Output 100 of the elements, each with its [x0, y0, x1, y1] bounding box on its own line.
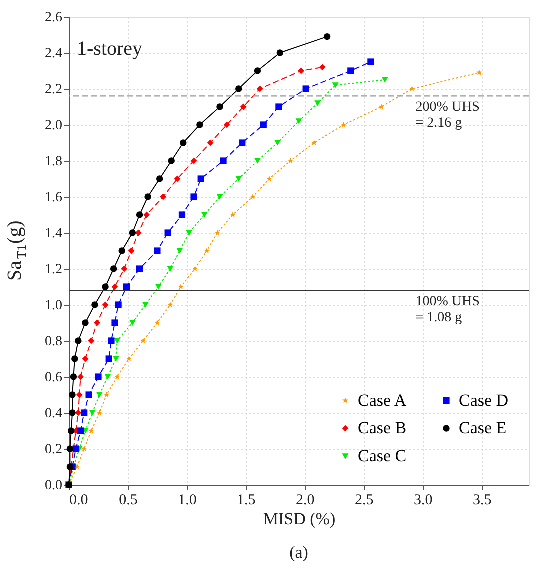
legend-label: Case A: [358, 390, 408, 410]
point: [96, 392, 103, 398]
point: [144, 194, 152, 200]
y-tick-label: 1.4: [45, 226, 62, 242]
point: [190, 194, 198, 200]
x-tick-label: 1.5: [237, 492, 256, 508]
point: [89, 410, 96, 416]
y-tick-label: 1.6: [45, 190, 62, 206]
point: [368, 58, 374, 66]
point: [311, 140, 318, 146]
point: [96, 410, 103, 416]
point: [114, 374, 120, 380]
ref-line-label: 200% UHS = 2.16 g: [416, 100, 480, 132]
point: [254, 158, 261, 164]
y-tick-label: 0.0: [45, 478, 62, 494]
point: [110, 266, 118, 272]
point: [144, 212, 150, 218]
point: [88, 338, 95, 344]
point: [276, 104, 282, 110]
point: [178, 212, 186, 218]
point: [254, 68, 262, 74]
legend-label: Case E: [459, 418, 507, 438]
point: [156, 176, 164, 182]
point: [126, 356, 132, 362]
point: [108, 338, 115, 344]
point: [216, 194, 224, 200]
point: [378, 104, 385, 110]
point: [239, 140, 246, 146]
point: [167, 266, 174, 272]
point: [288, 158, 294, 164]
point: [70, 374, 78, 380]
point: [68, 428, 75, 434]
legend-label: Case D: [459, 390, 509, 410]
point: [82, 320, 89, 326]
point: [69, 392, 76, 398]
point: [207, 140, 214, 146]
point: [88, 428, 94, 434]
point: [319, 64, 326, 71]
point: [298, 68, 305, 74]
point: [186, 230, 193, 236]
point: [176, 248, 184, 254]
point: [142, 302, 149, 308]
x-tick-label: 1.0: [178, 492, 197, 508]
point: [340, 122, 347, 128]
point: [160, 194, 167, 200]
point: [121, 266, 128, 272]
x-tick-label: 3.0: [414, 492, 433, 508]
point: [129, 230, 136, 236]
point: [136, 212, 144, 218]
point: [118, 248, 126, 254]
point: [86, 392, 92, 398]
annotation: 1-storey: [77, 38, 143, 60]
legend-label: Case C: [358, 446, 407, 466]
x-tick-label: 0.5: [119, 492, 138, 508]
point: [230, 212, 236, 218]
y-tick-label: 0.8: [45, 334, 62, 350]
point: [136, 266, 144, 272]
point: [180, 140, 187, 146]
x-tick-label: 2.5: [354, 492, 374, 508]
point: [92, 302, 98, 308]
point: [192, 266, 198, 272]
x-tick-label: 3.5: [472, 492, 492, 508]
point: [266, 176, 273, 182]
point: [114, 338, 121, 344]
point: [66, 446, 74, 452]
point: [95, 374, 102, 380]
text: (a): [290, 543, 308, 562]
ref-line-label: 100% UHS = 1.08 g: [416, 294, 480, 326]
point: [69, 410, 76, 416]
y-tick-label: 1.8: [45, 154, 62, 170]
point: [250, 194, 256, 200]
point: [72, 356, 78, 362]
y-tick-label: 1.0: [45, 298, 62, 314]
y-tick-label: 1.2: [45, 262, 62, 278]
point: [240, 104, 247, 110]
y-tick-label: 2.0: [45, 118, 62, 134]
point: [235, 86, 242, 92]
point: [154, 248, 161, 254]
point: [135, 230, 142, 236]
point: [72, 446, 80, 452]
point: [78, 374, 84, 380]
point: [123, 284, 130, 290]
point: [476, 70, 482, 76]
point: [196, 122, 204, 128]
point: [174, 176, 181, 182]
point: [382, 77, 388, 83]
y-tick-label: 2.6: [45, 10, 62, 26]
point: [102, 284, 109, 290]
point: [115, 302, 122, 308]
point: [201, 212, 208, 218]
x-tick-label: 2.0: [296, 492, 315, 508]
point: [129, 320, 136, 326]
point: [332, 82, 339, 88]
point: [324, 33, 331, 40]
x-tick-label: 0.0: [70, 492, 88, 508]
point: [112, 284, 118, 290]
point: [220, 158, 227, 164]
point: [178, 284, 184, 290]
point: [140, 338, 146, 344]
point: [256, 86, 264, 92]
